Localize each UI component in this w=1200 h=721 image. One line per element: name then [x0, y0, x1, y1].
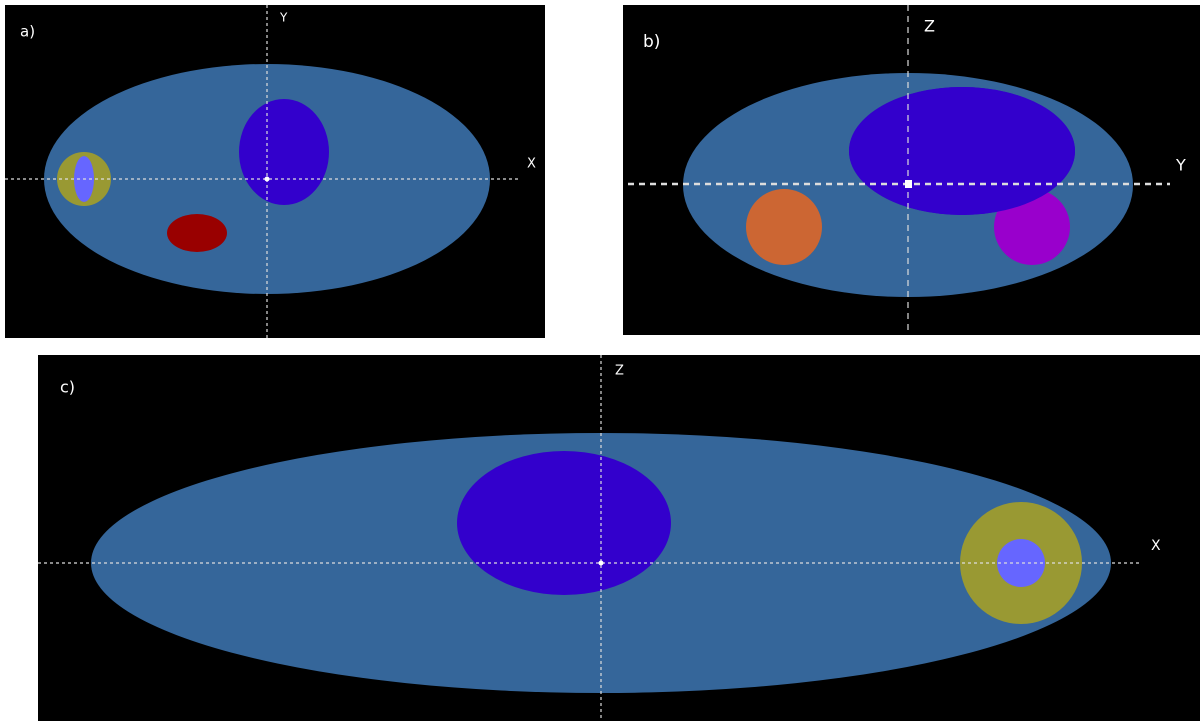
- panel-b: b) Z Y: [623, 5, 1200, 335]
- panel-c: c) Z X: [38, 355, 1200, 721]
- axis-label: Z: [924, 17, 935, 36]
- organ: [746, 189, 822, 265]
- axis-label: Y: [279, 11, 288, 25]
- axis-label: X: [1151, 538, 1161, 554]
- axis-label: X: [527, 157, 536, 172]
- organ: [457, 451, 671, 595]
- organ: [849, 87, 1075, 215]
- axis-label: Y: [1175, 156, 1186, 175]
- panel-label: c): [60, 378, 75, 397]
- origin-dot: [599, 561, 604, 566]
- panel-label: b): [643, 32, 660, 52]
- axis-label: Z: [615, 364, 624, 379]
- organ: [239, 99, 329, 205]
- origin-dot: [265, 177, 270, 182]
- figure: a) Y X b) Z Y c) Z X: [0, 0, 1200, 721]
- panel-label: a): [20, 23, 35, 41]
- panel-a: a) Y X: [5, 5, 545, 338]
- organ: [167, 214, 227, 252]
- origin-dot: [905, 180, 912, 188]
